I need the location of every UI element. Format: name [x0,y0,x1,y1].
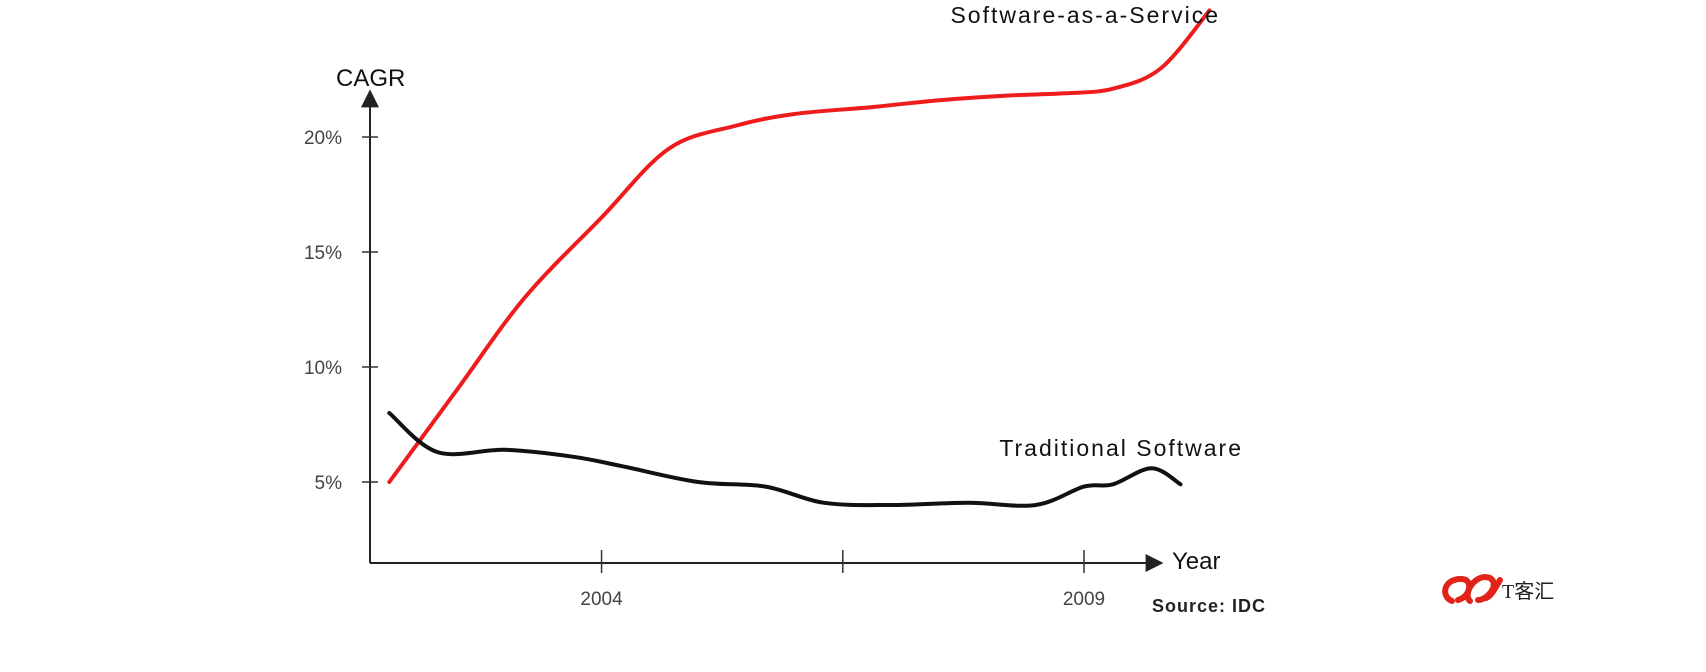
y-axis-title: CAGR [336,65,405,92]
watermark-logo: T客汇 [1442,574,1554,604]
y-tick-label: 20% [304,128,342,149]
y-tick-label: 10% [304,358,342,379]
series-line-saas [387,8,1212,484]
y-tick-label: 5% [315,473,343,494]
x-axis-ticks: 2004 2009 [580,550,1105,610]
source-annotation: Source: IDC [1152,596,1266,616]
x-tick-label: 2004 [580,589,623,610]
x-tick-label: 2009 [1063,589,1105,610]
series-label-saas: Software-as-a-Service [950,2,1220,28]
watermark-text: T客汇 [1502,580,1554,603]
x-axis-title: Year [1172,548,1221,575]
series-line-traditional [387,411,1183,508]
series-label-traditional: Traditional Software [999,435,1243,461]
y-axis-ticks: 5% 10% 15% 20% [304,128,378,494]
watermark-swirl-icon [1442,574,1503,604]
axes [361,89,1164,572]
y-tick-label: 15% [304,243,342,264]
series-lines [387,8,1212,508]
